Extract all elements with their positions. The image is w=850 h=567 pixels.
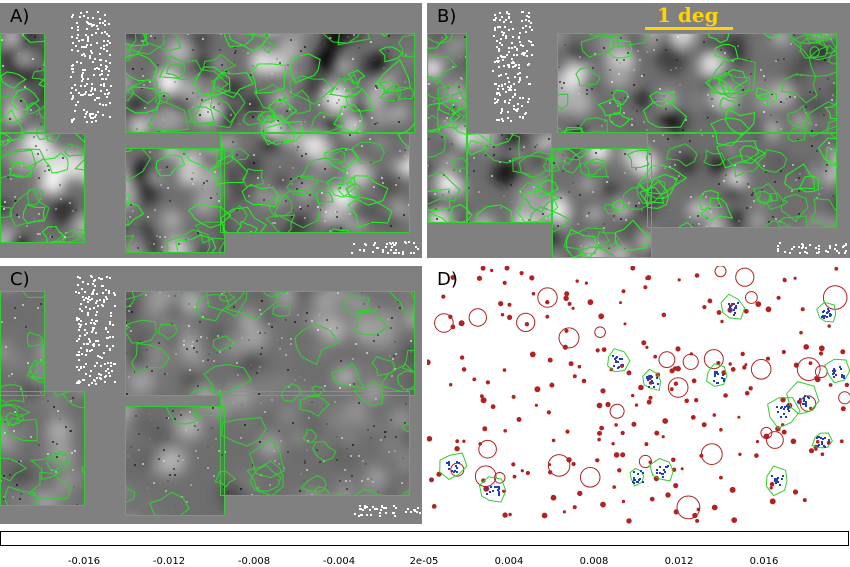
- colorbar-tick-label: -0.016: [67, 556, 101, 567]
- colorbar-tick-label: -0.008: [237, 556, 271, 567]
- panel-c-noise-map: C): [0, 266, 422, 524]
- panel-a-convergence-map: A): [0, 3, 422, 258]
- panel-b-label: B): [437, 6, 457, 27]
- panel-d-label: D): [437, 269, 458, 290]
- colorbar: [0, 531, 849, 546]
- scale-bar-line: [645, 27, 733, 30]
- panel-c-label: C): [10, 269, 30, 290]
- colorbar-tick-label: 0.004: [494, 556, 524, 567]
- colorbar-tick-label: 2e-05: [409, 556, 439, 567]
- panel-b-map-image: [427, 11, 847, 258]
- colorbar-tick-label: -0.004: [322, 556, 356, 567]
- panel-d-detections-map: D): [427, 266, 850, 524]
- panel-c-map-image: [0, 275, 421, 517]
- colorbar-tick-label: -0.012: [152, 556, 186, 567]
- scale-bar-label: 1 deg: [657, 3, 719, 27]
- colorbar-tick-label: 0.012: [664, 556, 694, 567]
- panel-b-convergence-map: B) 1 deg: [427, 3, 850, 258]
- colorbar-tick-label: 0.016: [749, 556, 779, 567]
- panel-a-label: A): [10, 6, 30, 27]
- panel-d-map-image: [427, 266, 850, 524]
- colorbar-tick-label: 0.008: [579, 556, 609, 567]
- panel-a-map-image: [0, 11, 419, 255]
